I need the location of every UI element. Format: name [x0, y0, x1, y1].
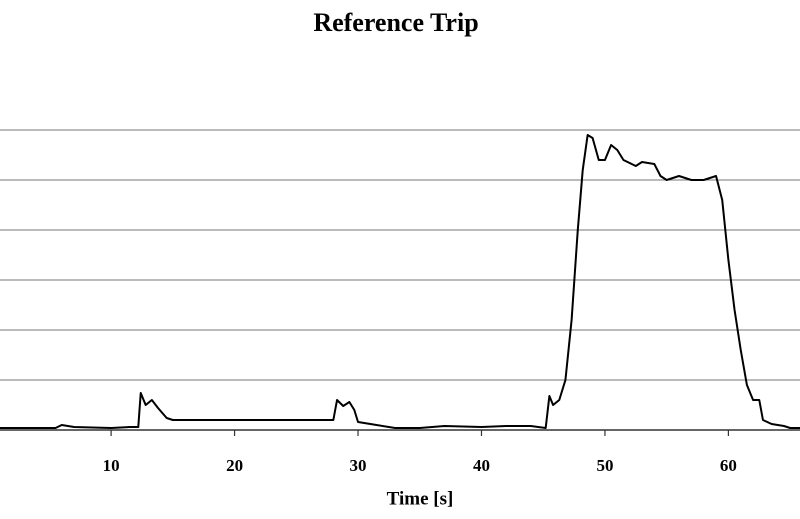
x-tick-label: 60 [720, 456, 737, 475]
x-tick-label: 20 [226, 456, 243, 475]
x-tick-label: 10 [103, 456, 120, 475]
data-line [0, 134, 800, 429]
x-tick-label: 40 [473, 456, 490, 475]
chart-title: Reference Trip [313, 8, 478, 37]
x-tick-label: 50 [596, 456, 613, 475]
x-tick-label: 30 [350, 456, 367, 475]
x-axis-label: Time [s] [387, 488, 454, 509]
